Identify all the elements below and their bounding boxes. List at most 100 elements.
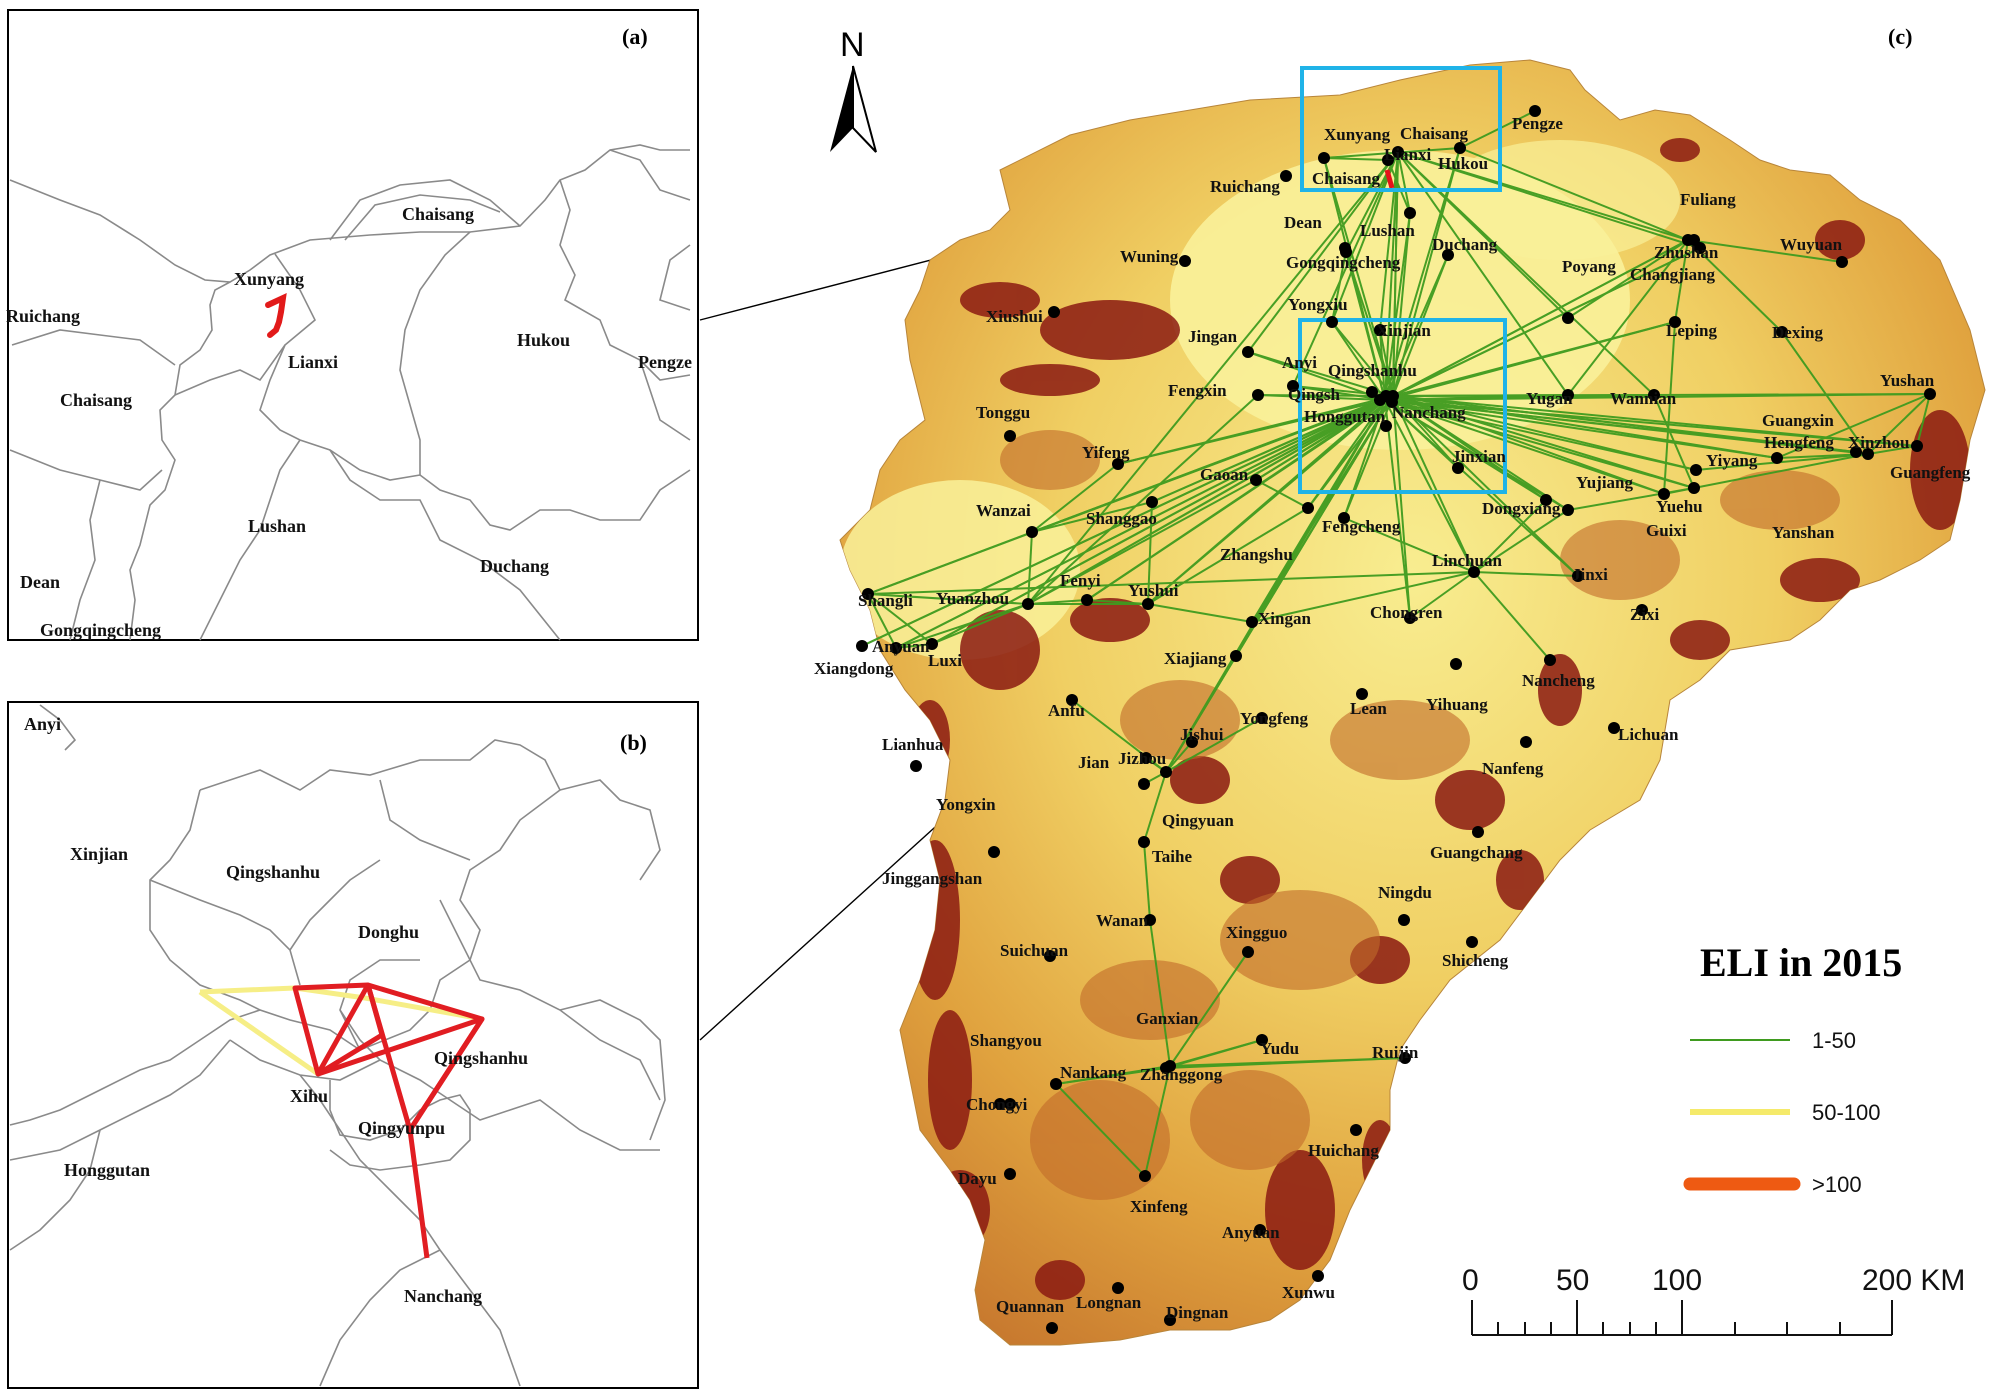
panel-a: (a) Chaisang Xunyang Ruichang Lianxi Huk… bbox=[6, 9, 699, 641]
city-point-yongxin bbox=[988, 846, 1000, 858]
city-label-xingan: Xingan bbox=[1258, 609, 1311, 628]
city-label-anfu: Anfu bbox=[1048, 701, 1085, 720]
flow-line-152 bbox=[1916, 393, 1931, 447]
flow-line-46 bbox=[1392, 395, 1695, 489]
city-point-guixi bbox=[1688, 482, 1700, 494]
panel-b-flow-high-2 bbox=[317, 1016, 485, 1259]
flow-line-124 bbox=[1473, 499, 1547, 573]
city-point-dongxiang bbox=[1540, 494, 1552, 506]
city-point-linchuan bbox=[1468, 566, 1480, 578]
city-point-yifeng bbox=[1112, 458, 1124, 470]
flow-line-83 bbox=[861, 399, 1386, 647]
panel-a-flow-line bbox=[265, 292, 287, 338]
city-label-quannan: Quannan bbox=[996, 1297, 1065, 1316]
city-label-taihe: Taihe bbox=[1152, 847, 1192, 866]
city-point-fengxin bbox=[1252, 389, 1264, 401]
flow-lines-low bbox=[861, 110, 1931, 1177]
city-point-taihe bbox=[1138, 836, 1150, 848]
city-label-qingshanhu: Qingshanhu bbox=[1328, 361, 1417, 380]
city-label-nankang: Nankang bbox=[1060, 1063, 1127, 1082]
city-label-yiyang: Yiyang bbox=[1706, 451, 1758, 470]
city-label-yongxiu: Yongxiu bbox=[1288, 295, 1348, 314]
city-point-anyuan bbox=[856, 640, 868, 652]
city-point-hengfeng bbox=[1771, 452, 1783, 464]
flow-line-117 bbox=[1147, 507, 1309, 605]
city-point-nanchang bbox=[1387, 390, 1399, 402]
flow-line-129 bbox=[1165, 717, 1263, 773]
city-label-duchang: Duchang bbox=[1432, 235, 1498, 254]
flow-line-15 bbox=[1379, 329, 1386, 401]
city-point-lianxi bbox=[1392, 146, 1404, 158]
city-label-fuliang: Fuliang bbox=[1680, 190, 1736, 209]
city-point-yushui bbox=[1142, 598, 1154, 610]
city-label-dongxiang: Dongxiang bbox=[1482, 499, 1561, 518]
city-label-shangli: Shangli bbox=[858, 591, 913, 610]
legend-label-high: >100 bbox=[1812, 1172, 1862, 1197]
city-label-wuyuan: Wuyuan bbox=[1780, 235, 1843, 254]
flow-line-85 bbox=[895, 399, 1386, 649]
city-label-lichuan: Lichuan bbox=[1618, 725, 1679, 744]
city-label-luxi: Luxi bbox=[928, 651, 962, 670]
city-point-wuning bbox=[1179, 255, 1191, 267]
city-point-xingan bbox=[1246, 616, 1258, 628]
city-label-anyi: Anyi bbox=[1282, 353, 1317, 372]
city-label-chongren: Chongren bbox=[1370, 603, 1443, 622]
flow-line-109 bbox=[1027, 531, 1033, 605]
city-point-dean bbox=[1339, 242, 1351, 254]
flow-line-172 bbox=[1255, 479, 1309, 509]
city-point-fuliang bbox=[1688, 234, 1700, 246]
panel-a-label-lianxi: Lianxi bbox=[288, 352, 338, 372]
city-point-fengcheng bbox=[1338, 512, 1350, 524]
flow-line-115 bbox=[1086, 599, 1149, 605]
flow-line-159 bbox=[1663, 321, 1676, 495]
city-point-anyi bbox=[1287, 380, 1299, 392]
city-point-lichuan bbox=[1608, 722, 1620, 734]
flow-line-42 bbox=[1392, 395, 1547, 501]
city-label-anyuan: Anyuan bbox=[872, 637, 930, 656]
city-point-ningdu bbox=[1398, 914, 1410, 926]
flow-line-105 bbox=[867, 593, 1029, 605]
flow-line-13 bbox=[1331, 321, 1386, 401]
flow-line-145 bbox=[1165, 1057, 1406, 1069]
city-point-wanzai bbox=[1026, 526, 1038, 538]
flow-line-168 bbox=[1387, 159, 1411, 214]
flow-line-156 bbox=[1693, 453, 1869, 489]
city-point-jinxi bbox=[1572, 570, 1584, 582]
legend: ELI in 2015 1-50 50-100 >100 bbox=[1683, 940, 1902, 1197]
city-point-quannan bbox=[1046, 1322, 1058, 1334]
panel-a-label-lushan: Lushan bbox=[248, 516, 306, 536]
flow-line-3 bbox=[1384, 151, 1399, 401]
flow-line-119 bbox=[1031, 463, 1119, 533]
city-label-longnan: Longnan bbox=[1076, 1293, 1142, 1312]
flow-line-166 bbox=[1323, 147, 1461, 159]
panel-a-label-hukou: Hukou bbox=[517, 330, 570, 350]
flow-line-137 bbox=[1149, 919, 1171, 1067]
flow-line-52 bbox=[1392, 395, 1475, 573]
flow-line-162 bbox=[1781, 331, 1869, 455]
flow-line-96 bbox=[1397, 151, 1411, 214]
city-point-luxi bbox=[926, 638, 938, 650]
city-point-yuehu bbox=[1658, 488, 1670, 500]
city-label-yanshan: Yanshan bbox=[1772, 523, 1835, 542]
panel-b-label-xihu: Xihu bbox=[290, 1086, 328, 1106]
north-arrow-icon: N bbox=[830, 26, 877, 153]
city-label-jizhou: Jizhou bbox=[1118, 749, 1166, 768]
city-point-nankang bbox=[1050, 1078, 1062, 1090]
city-point-xinfeng bbox=[1139, 1170, 1151, 1182]
city-label-linchuan: Linchuan bbox=[1432, 551, 1502, 570]
city-point-ruichang bbox=[1280, 170, 1292, 182]
panel-b-label-qingyunpu: Qingyunpu bbox=[358, 1118, 445, 1138]
city-point-shanggao bbox=[1146, 496, 1158, 508]
city-label-xiangdong: Xiangdong bbox=[814, 659, 894, 678]
flow-line-21 bbox=[1384, 321, 1676, 401]
city-point-chaisang bbox=[1382, 154, 1394, 166]
scale-label-100: 100 bbox=[1652, 1264, 1702, 1297]
flow-line-92 bbox=[1392, 151, 1399, 397]
city-label-guangxin: Guangxin bbox=[1762, 411, 1834, 430]
city-label-chaisang: Chaisang bbox=[1400, 124, 1469, 143]
panel-a-label-xunyang: Xunyang bbox=[234, 269, 304, 289]
flow-line-9 bbox=[1384, 254, 1449, 401]
panel-a-label-duchang: Duchang bbox=[480, 556, 549, 576]
city-label-shicheng: Shicheng bbox=[1442, 951, 1509, 970]
city-label-yujiang: Yujiang bbox=[1576, 473, 1634, 492]
